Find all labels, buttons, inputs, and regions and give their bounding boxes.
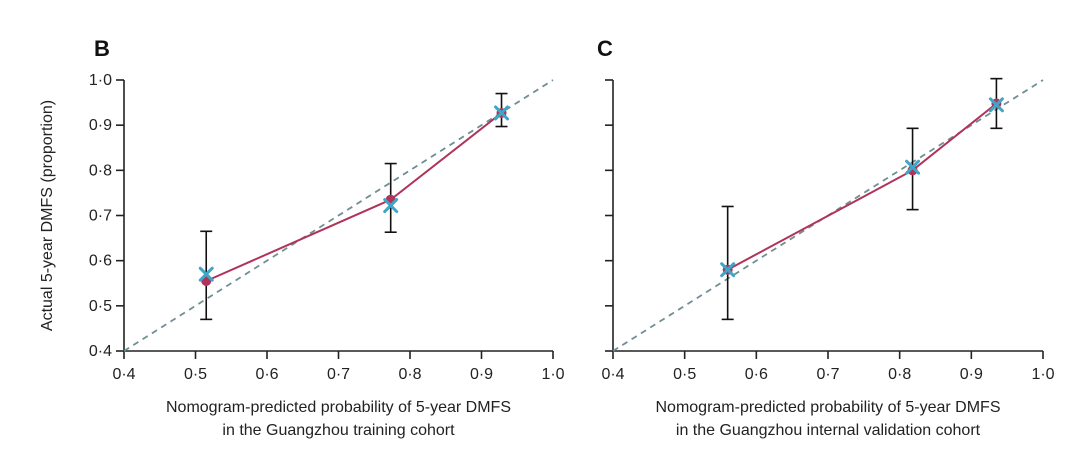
x-tick-label: 0·4 bbox=[112, 366, 135, 383]
bootstrap-cross-marker bbox=[198, 266, 214, 282]
bootstrap-cross-marker bbox=[383, 198, 399, 214]
y-tick-label: 0·5 bbox=[89, 298, 112, 315]
x-tick-label: 0·9 bbox=[470, 366, 493, 383]
x-tick-label: 0·7 bbox=[816, 366, 839, 383]
bootstrap-cross-marker bbox=[988, 97, 1004, 113]
x-tick-label: 0·5 bbox=[673, 366, 696, 383]
x-axis-title-line: in the Guangzhou training cohort bbox=[222, 422, 455, 439]
y-axis-title: Actual 5-year DMFS (proportion) bbox=[39, 100, 56, 331]
x-tick-label: 0·7 bbox=[327, 366, 350, 383]
x-tick-label: 1·0 bbox=[541, 366, 564, 383]
y-tick-label: 1·0 bbox=[89, 72, 112, 89]
ideal-reference-line bbox=[123, 79, 554, 352]
bootstrap-cross-marker bbox=[905, 159, 921, 175]
panel-c-calibration-plot: C 0·4 0·5 0·6 0·7 0·8 0·9 1·0 Nomogram-predicted… bbox=[597, 36, 1055, 439]
x-tick-label: 1·0 bbox=[1031, 366, 1054, 383]
calibration-line bbox=[727, 102, 998, 271]
x-tick-label: 0·9 bbox=[960, 366, 983, 383]
x-tick-label: 0·5 bbox=[184, 366, 207, 383]
bootstrap-cross-marker bbox=[494, 105, 510, 121]
x-axis-title-line: Nomogram-predicted probability of 5-year… bbox=[166, 399, 511, 416]
x-tick-label: 0·4 bbox=[601, 366, 624, 383]
y-tick-label: 0·6 bbox=[89, 253, 112, 270]
panel-b-calibration-plot: B 0·4 0·5 0·6 0·7 0·8 0·9 1·0 0·4 0·5 0·6 0·7 0·8 0·9… bbox=[39, 36, 565, 439]
y-tick-label: 0·7 bbox=[89, 208, 112, 225]
x-axis-title-line: Nomogram-predicted probability of 5-year… bbox=[655, 399, 1000, 416]
calibration-line bbox=[205, 112, 503, 282]
y-tick-label: 0·9 bbox=[89, 117, 112, 134]
x-tick-label: 0·6 bbox=[745, 366, 768, 383]
y-tick-label: 0·8 bbox=[89, 162, 112, 179]
x-axis-title-line: in the Guangzhou internal validation coh… bbox=[676, 422, 981, 439]
y-tick-label: 0·4 bbox=[89, 343, 112, 360]
x-tick-label: 0·6 bbox=[255, 366, 278, 383]
panel-letter: C bbox=[597, 36, 613, 61]
x-tick-label: 0·8 bbox=[888, 366, 911, 383]
panel-letter: B bbox=[94, 36, 110, 61]
x-tick-label: 0·8 bbox=[398, 366, 421, 383]
bootstrap-cross-marker bbox=[720, 262, 736, 278]
